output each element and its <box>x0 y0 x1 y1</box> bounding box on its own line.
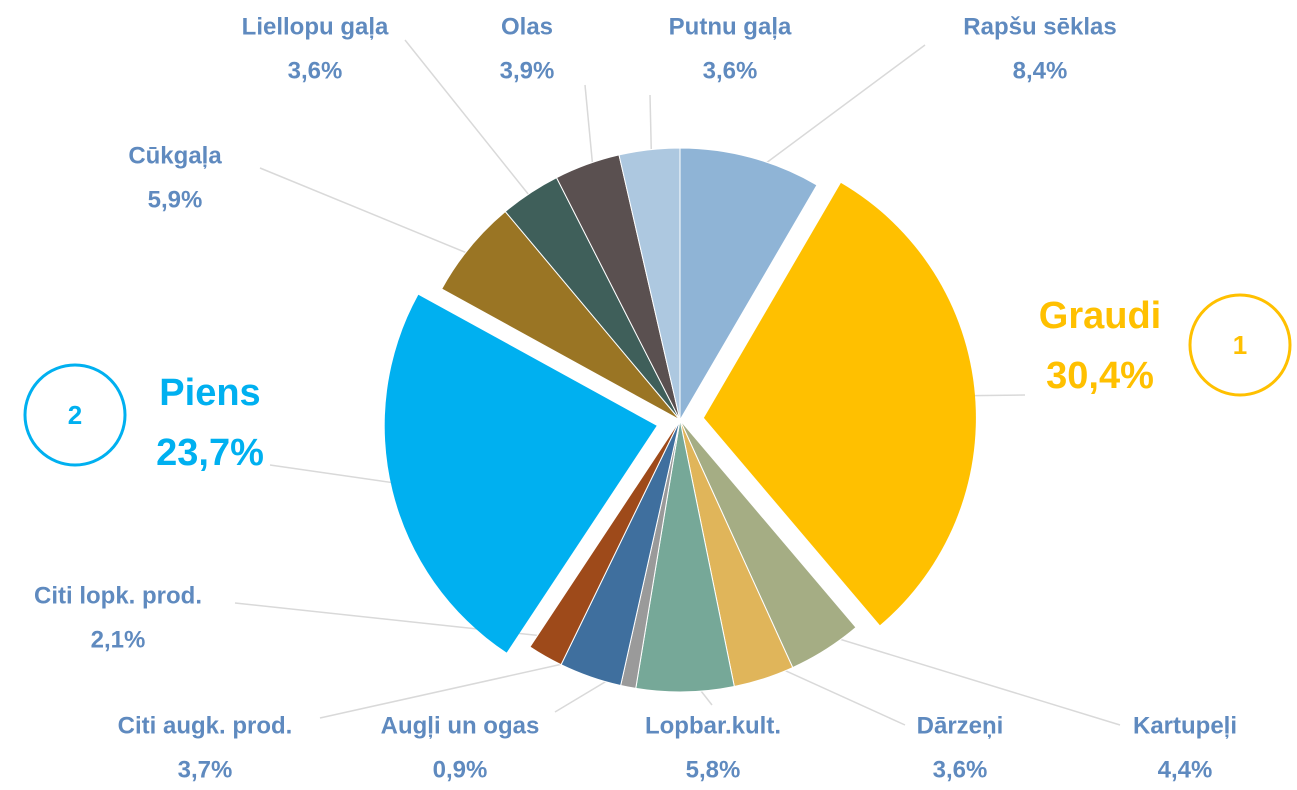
leader-line <box>269 464 414 487</box>
leader-line <box>404 39 543 212</box>
leader-line <box>259 167 487 262</box>
slice-value-label: 5,8% <box>686 756 741 783</box>
pie-slice <box>529 419 681 666</box>
leader-line <box>319 655 598 719</box>
slice-value-label: 3,6% <box>288 57 343 84</box>
slice-value-label: 3,9% <box>500 57 555 84</box>
slice-label: Olas <box>501 13 553 40</box>
slice-label: Piens <box>159 372 260 414</box>
leader-line <box>744 44 926 180</box>
slice-value-label: 4,4% <box>1158 756 1213 783</box>
pie-slice <box>679 147 818 422</box>
slice-label: Cūkgaļa <box>128 142 222 169</box>
slice-value-label: 5,9% <box>148 186 203 213</box>
pie-slice <box>618 147 681 421</box>
rank-circle <box>23 363 127 467</box>
slice-value-label: 3,6% <box>703 57 758 84</box>
leader-line <box>813 630 1121 726</box>
slice-label: Rapšu sēklas <box>963 13 1116 40</box>
slice-value-label: 3,7% <box>178 756 233 783</box>
slice-value-label: 8,4% <box>1013 57 1068 84</box>
slice-label: Dārzeņi <box>917 712 1004 739</box>
slice-value-label: 30,4% <box>1046 355 1154 397</box>
slice-value-label: 0,9% <box>433 756 488 783</box>
slice-label: Kartupeļi <box>1133 712 1237 739</box>
rank-label: 1 <box>1233 330 1247 360</box>
slice-label: Lopbar.kult. <box>645 712 781 739</box>
slice-label: Graudi <box>1039 295 1161 337</box>
rank-label: 2 <box>68 400 82 430</box>
pie-slice <box>384 294 657 653</box>
slice-label: Citi lopk. prod. <box>34 582 202 609</box>
slice-value-label: 23,7% <box>156 432 264 474</box>
pie-slice <box>703 182 976 626</box>
slice-value-label: 3,6% <box>933 756 988 783</box>
slice-value-label: 2,1% <box>91 626 146 653</box>
slice-label: Citi augk. prod. <box>118 712 293 739</box>
slice-label: Liellopu gaļa <box>242 13 389 40</box>
slice-label: Augļi un ogas <box>381 712 540 739</box>
slice-label: Putnu gaļa <box>669 13 792 40</box>
rank-circle <box>1188 293 1292 397</box>
